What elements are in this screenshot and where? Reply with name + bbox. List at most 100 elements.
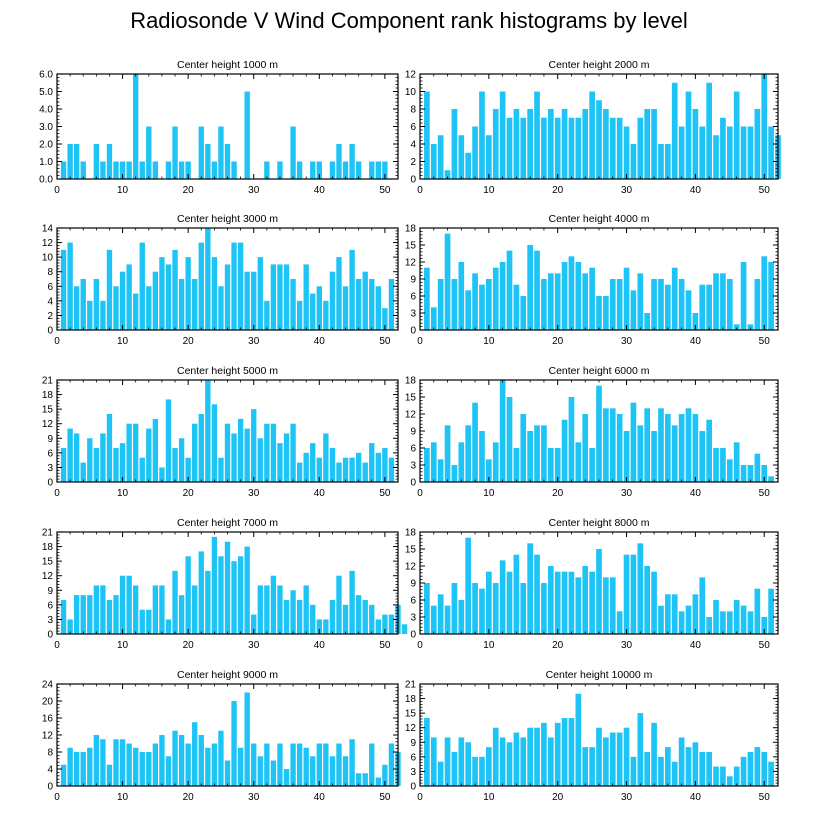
y-tick-label: 0.0 bbox=[39, 175, 53, 186]
histogram-bar bbox=[713, 135, 719, 179]
histogram-bar bbox=[198, 735, 204, 786]
panel-title: Center height 4000 m bbox=[549, 213, 650, 225]
histogram-bar bbox=[671, 761, 678, 786]
histogram-bar bbox=[692, 313, 699, 330]
histogram-bar bbox=[100, 739, 106, 786]
histogram-bar bbox=[296, 300, 303, 330]
x-tick-label: 40 bbox=[690, 640, 702, 651]
histogram-bar bbox=[623, 267, 630, 330]
histogram-bar bbox=[224, 144, 231, 179]
x-tick-label: 20 bbox=[183, 488, 195, 499]
histogram-bar bbox=[499, 560, 506, 634]
y-tick-label: 12 bbox=[42, 238, 54, 249]
x-tick-label: 0 bbox=[54, 185, 60, 196]
y-tick-label: 6 bbox=[410, 752, 416, 763]
histogram-bar bbox=[93, 735, 100, 786]
histogram-bar bbox=[665, 594, 671, 634]
histogram-bar bbox=[768, 126, 774, 179]
panel-title: Center height 6000 m bbox=[549, 365, 650, 377]
histogram-bar bbox=[713, 448, 719, 482]
histogram-bar bbox=[726, 126, 733, 179]
histogram-bar bbox=[616, 279, 623, 330]
histogram-bar bbox=[388, 279, 395, 330]
histogram-bar bbox=[692, 414, 699, 482]
panel-title: Center height 5000 m bbox=[177, 365, 278, 377]
histogram-bar bbox=[430, 307, 437, 330]
histogram-bar bbox=[159, 585, 165, 634]
y-tick-label: 18 bbox=[42, 390, 54, 401]
histogram-bar bbox=[589, 448, 595, 482]
histogram-bar bbox=[671, 267, 678, 330]
y-tick-label: 0 bbox=[410, 630, 416, 641]
y-tick-label: 6 bbox=[47, 282, 53, 293]
y-tick-label: 6 bbox=[410, 444, 416, 455]
x-tick-label: 40 bbox=[314, 336, 326, 347]
histogram-bar bbox=[754, 747, 761, 786]
histogram-bar bbox=[437, 761, 444, 786]
histogram-bar bbox=[637, 543, 644, 634]
histogram-bar bbox=[126, 743, 132, 786]
histogram-bar bbox=[547, 273, 554, 330]
histogram-bar bbox=[106, 144, 113, 179]
histogram-bar bbox=[623, 554, 630, 634]
histogram-bar bbox=[630, 402, 637, 482]
histogram-bar bbox=[527, 431, 533, 482]
histogram-bar bbox=[303, 747, 309, 786]
histogram-bar bbox=[665, 414, 671, 482]
histogram-bar bbox=[761, 752, 768, 786]
histogram-bar bbox=[582, 109, 589, 179]
histogram-bar bbox=[458, 135, 465, 179]
y-tick-label: 20 bbox=[42, 697, 54, 708]
histogram-bar bbox=[93, 144, 100, 179]
y-tick-label: 15 bbox=[405, 241, 417, 252]
histogram-bar bbox=[603, 737, 609, 786]
histogram-bar bbox=[554, 722, 561, 786]
x-tick-label: 40 bbox=[314, 185, 326, 196]
histogram-bar bbox=[106, 600, 113, 634]
histogram-bar bbox=[768, 761, 774, 786]
histogram-bar bbox=[768, 476, 774, 482]
histogram-bar bbox=[720, 273, 726, 330]
histogram-bar bbox=[192, 279, 198, 330]
histogram-bar bbox=[60, 161, 67, 179]
histogram-bar bbox=[152, 585, 159, 634]
histogram-bar bbox=[60, 448, 67, 482]
histogram-bar bbox=[685, 747, 692, 786]
histogram-bar bbox=[316, 286, 322, 330]
x-tick-label: 40 bbox=[314, 640, 326, 651]
histogram-bar bbox=[637, 117, 644, 179]
histogram-bar bbox=[740, 126, 747, 179]
x-tick-label: 30 bbox=[621, 640, 633, 651]
histogram-bar bbox=[671, 425, 678, 482]
histogram-bar bbox=[146, 428, 152, 482]
histogram-bar bbox=[296, 743, 303, 786]
histogram-bar bbox=[561, 109, 568, 179]
x-tick-label: 0 bbox=[417, 488, 423, 499]
histogram-bar bbox=[720, 611, 726, 634]
histogram-bar bbox=[290, 126, 296, 179]
histogram-bar bbox=[479, 91, 485, 179]
histogram-bar bbox=[589, 571, 595, 634]
histogram-bar bbox=[444, 605, 451, 634]
x-tick-label: 20 bbox=[183, 336, 195, 347]
histogram-bar bbox=[251, 409, 257, 482]
histogram-bar bbox=[316, 619, 322, 634]
histogram-bar bbox=[678, 737, 685, 786]
x-tick-label: 50 bbox=[759, 640, 771, 651]
histogram-bar bbox=[720, 766, 726, 786]
histogram-bar bbox=[671, 594, 678, 634]
histogram-bar bbox=[296, 600, 303, 634]
histogram-bar bbox=[520, 737, 527, 786]
x-tick-label: 40 bbox=[690, 792, 702, 803]
histogram-bar bbox=[224, 541, 231, 634]
histogram-bar bbox=[264, 161, 270, 179]
x-tick-label: 0 bbox=[417, 792, 423, 803]
histogram-bar bbox=[224, 760, 231, 786]
histogram-bar bbox=[465, 425, 472, 482]
histogram-bar bbox=[582, 414, 589, 482]
y-tick-label: 5.0 bbox=[39, 87, 53, 98]
histogram-bar bbox=[172, 570, 178, 634]
histogram-bar bbox=[205, 570, 211, 634]
histogram-bar bbox=[139, 752, 145, 786]
x-tick-label: 50 bbox=[759, 792, 771, 803]
